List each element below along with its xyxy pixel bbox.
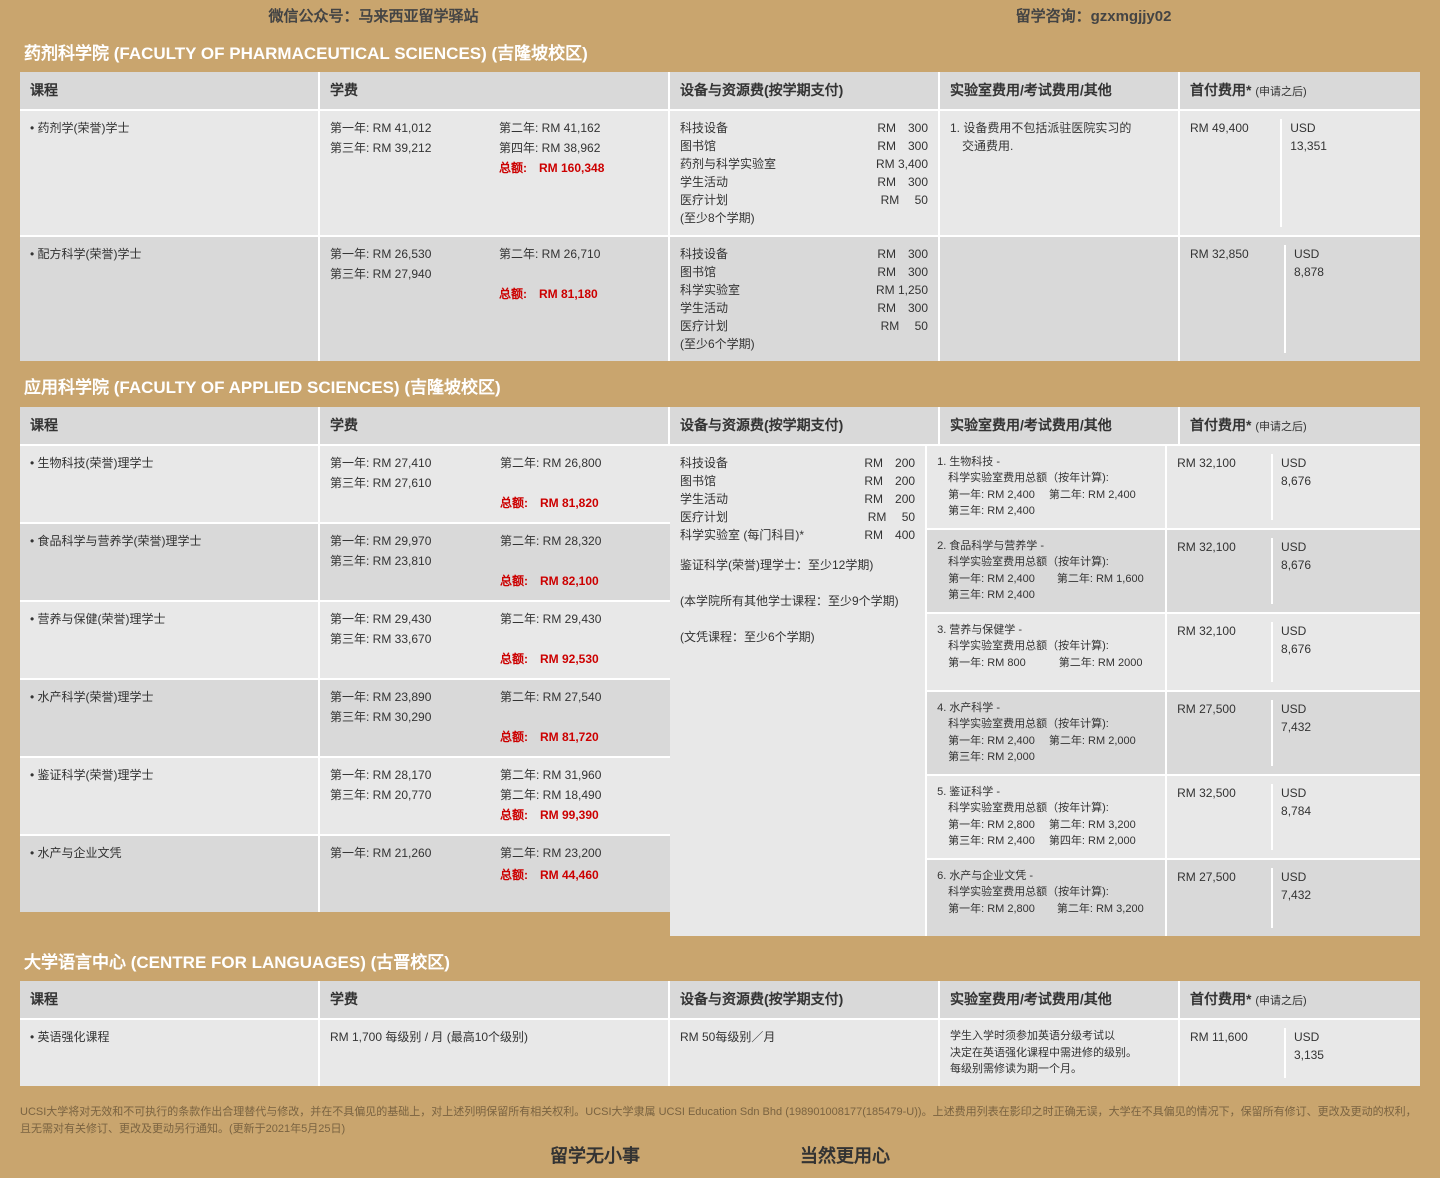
table-row: • 鉴证科学(荣誉)理学士 第一年: RM 28,170第二年: RM 31,9… [20,756,670,834]
table-row: • 营养与保健(荣誉)理学士 第一年: RM 29,430第二年: RM 29,… [20,600,670,678]
course-name: • 食品科学与营养学(荣誉)理学士 [20,524,320,600]
lab-cell: 2. 食品科学与营养学 - 科学实验室费用总额（按年计算): 第一年: RM 2… [927,530,1167,612]
tuition-cell: 第一年: RM 41,012第二年: RM 41,162第三年: RM 39,2… [320,111,670,235]
table-row: • 药剂学(荣誉)学士 第一年: RM 41,012第二年: RM 41,162… [20,109,1420,235]
table-row: 4. 水产科学 - 科学实验室费用总额（按年计算): 第一年: RM 2,400… [927,690,1420,774]
tuition-cell: 第一年: RM 23,890第二年: RM 27,540第三年: RM 30,2… [320,680,670,756]
faculty-title: 应用科学院 (FACULTY OF APPLIED SCIENCES) (吉隆坡… [20,369,1420,407]
table-row: 5. 鉴证科学 - 科学实验室费用总额（按年计算): 第一年: RM 2,800… [927,774,1420,858]
tuition-cell: 第一年: RM 26,530第二年: RM 26,710第三年: RM 27,9… [320,237,670,361]
table-row: • 英语强化课程 RM 1,700 每级别 / 月 (最高10个级别) RM 5… [20,1018,1420,1086]
course-name: • 营养与保健(荣誉)理学士 [20,602,320,678]
lab-cell: 1. 设备费用不包括派驻医院实习的 交通费用. [940,111,1180,235]
equipment-cell: 科技设备RM 300图书馆RM 300科学实验室RM 1,250学生活动RM 3… [670,237,940,361]
tuition-cell: RM 1,700 每级别 / 月 (最高10个级别) [320,1020,670,1086]
table-row: 1. 生物科技 - 科学实验室费用总额（按年计算): 第一年: RM 2,400… [927,444,1420,528]
table-row: • 水产科学(荣誉)理学士 第一年: RM 23,890第二年: RM 27,5… [20,678,670,756]
tuition-cell: 第一年: RM 27,410第二年: RM 26,800第三年: RM 27,6… [320,446,670,522]
table-row: • 生物科技(荣誉)理学士 第一年: RM 27,410第二年: RM 26,8… [20,444,670,522]
lab-cell: 5. 鉴证科学 - 科学实验室费用总额（按年计算): 第一年: RM 2,800… [927,776,1167,858]
faculty-title: 大学语言中心 (CENTRE FOR LANGUAGES) (古晋校区) [20,944,1420,982]
lab-cell: 3. 营养与保健学 - 科学实验室费用总额（按年计算): 第一年: RM 800… [927,614,1167,690]
course-name: • 配方科学(荣誉)学士 [20,237,320,361]
table-header: 课程学费 设备与资源费(按学期支付)实验室费用/考试费用/其他 首付费用* (申… [20,981,1420,1018]
consult-label: 留学咨询：gzxmgjjy02 [1016,6,1172,29]
course-name: • 英语强化课程 [20,1020,320,1086]
lab-cell: 4. 水产科学 - 科学实验室费用总额（按年计算): 第一年: RM 2,400… [927,692,1167,774]
table-row: 3. 营养与保健学 - 科学实验室费用总额（按年计算): 第一年: RM 800… [927,612,1420,690]
equipment-cell: 科技设备RM 300图书馆RM 300药剂与科学实验室RM 3,400学生活动R… [670,111,940,235]
lab-cell: 1. 生物科技 - 科学实验室费用总额（按年计算): 第一年: RM 2,400… [927,446,1167,528]
course-name: • 水产与企业文凭 [20,836,320,912]
faculty-pharmacy: 药剂科学院 (FACULTY OF PHARMACEUTICAL SCIENCE… [20,35,1420,362]
lab-cell: 学生入学时须参加英语分级考试以 决定在英语强化课程中需进修的级别。 每级别需修读… [940,1020,1180,1086]
table-row: 6. 水产与企业文凭 - 科学实验室费用总额（按年计算): 第一年: RM 2,… [927,858,1420,936]
course-name: • 鉴证科学(荣誉)理学士 [20,758,320,834]
faculty-languages: 大学语言中心 (CENTRE FOR LANGUAGES) (古晋校区) 课程学… [20,944,1420,1086]
lab-cell [940,237,1180,361]
disclaimer: UCSI大学将对无效和不可执行的条款作出合理替代与修改，并在不具偏见的基础上，对… [0,1094,1440,1143]
course-name: • 药剂学(荣誉)学士 [20,111,320,235]
tuition-cell: 第一年: RM 21,260第二年: RM 23,200总额: RM 44,46… [320,836,670,912]
slogan: 留学无小事当然更用心 [0,1143,1440,1178]
tuition-cell: 第一年: RM 28,170第二年: RM 31,960第三年: RM 20,7… [320,758,670,834]
table-row: • 水产与企业文凭 第一年: RM 21,260第二年: RM 23,200总额… [20,834,670,912]
faculty-title: 药剂科学院 (FACULTY OF PHARMACEUTICAL SCIENCE… [20,35,1420,73]
table-row: • 配方科学(荣誉)学士 第一年: RM 26,530第二年: RM 26,71… [20,235,1420,361]
tuition-cell: 第一年: RM 29,430第二年: RM 29,430第三年: RM 33,6… [320,602,670,678]
lab-cell: 6. 水产与企业文凭 - 科学实验室费用总额（按年计算): 第一年: RM 2,… [927,860,1167,936]
faculty-applied: 应用科学院 (FACULTY OF APPLIED SCIENCES) (吉隆坡… [20,369,1420,936]
tuition-cell: 第一年: RM 29,970第二年: RM 28,320第三年: RM 23,8… [320,524,670,600]
table-header: 课程学费 设备与资源费(按学期支付)实验室费用/考试费用/其他 首付费用* (申… [20,407,1420,444]
table-header: 课程学费 设备与资源费(按学期支付)实验室费用/考试费用/其他 首付费用* (申… [20,72,1420,109]
course-name: • 生物科技(荣誉)理学士 [20,446,320,522]
course-name: • 水产科学(荣誉)理学士 [20,680,320,756]
table-row: 2. 食品科学与营养学 - 科学实验室费用总额（按年计算): 第一年: RM 2… [927,528,1420,612]
table-row: • 食品科学与营养学(荣誉)理学士 第一年: RM 29,970第二年: RM … [20,522,670,600]
equipment-cell: RM 50每级别／月 [670,1020,940,1086]
wechat-label: 微信公众号：马来西亚留学驿站 [269,6,479,29]
